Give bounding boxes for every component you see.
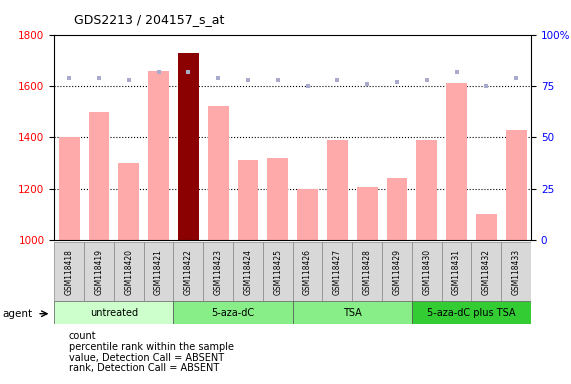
Bar xyxy=(382,242,412,301)
Bar xyxy=(506,129,526,240)
Text: 5-aza-dC: 5-aza-dC xyxy=(211,308,255,318)
Text: GSM118420: GSM118420 xyxy=(124,249,133,295)
Bar xyxy=(233,242,263,301)
Text: GSM118432: GSM118432 xyxy=(482,249,491,295)
Bar xyxy=(352,242,382,301)
Bar xyxy=(174,301,292,324)
Bar xyxy=(238,161,258,240)
Bar xyxy=(54,242,84,301)
Bar xyxy=(292,301,412,324)
Text: GSM118427: GSM118427 xyxy=(333,249,342,295)
Text: rank, Detection Call = ABSENT: rank, Detection Call = ABSENT xyxy=(69,363,219,373)
Bar xyxy=(416,140,437,240)
Text: GSM118421: GSM118421 xyxy=(154,249,163,295)
Bar xyxy=(387,179,407,240)
Bar xyxy=(203,242,233,301)
Bar xyxy=(412,242,441,301)
Bar xyxy=(357,187,377,240)
Bar xyxy=(114,242,144,301)
Bar xyxy=(501,242,531,301)
Text: GSM118431: GSM118431 xyxy=(452,249,461,295)
Text: percentile rank within the sample: percentile rank within the sample xyxy=(69,342,234,352)
Bar xyxy=(292,242,323,301)
Text: 5-aza-dC plus TSA: 5-aza-dC plus TSA xyxy=(427,308,516,318)
Bar xyxy=(441,242,472,301)
Text: agent: agent xyxy=(3,309,33,319)
Bar xyxy=(144,242,174,301)
Bar xyxy=(89,112,110,240)
Text: GSM118429: GSM118429 xyxy=(392,249,401,295)
Bar xyxy=(267,158,288,240)
Bar xyxy=(178,53,199,240)
Text: GSM118430: GSM118430 xyxy=(422,248,431,295)
Bar xyxy=(446,83,467,240)
Bar xyxy=(84,242,114,301)
Bar xyxy=(327,140,348,240)
Text: GSM118423: GSM118423 xyxy=(214,249,223,295)
Text: value, Detection Call = ABSENT: value, Detection Call = ABSENT xyxy=(69,353,224,362)
Text: GSM118425: GSM118425 xyxy=(274,249,282,295)
Text: untreated: untreated xyxy=(90,308,138,318)
Bar xyxy=(412,301,531,324)
Text: TSA: TSA xyxy=(343,308,361,318)
Bar xyxy=(54,301,174,324)
Bar xyxy=(59,137,79,240)
Bar xyxy=(323,242,352,301)
Text: GSM118422: GSM118422 xyxy=(184,249,193,295)
Text: GSM118428: GSM118428 xyxy=(363,249,372,295)
Bar xyxy=(148,71,169,240)
Text: GSM118433: GSM118433 xyxy=(512,248,521,295)
Text: GSM118419: GSM118419 xyxy=(94,249,103,295)
Bar xyxy=(472,242,501,301)
Text: GSM118418: GSM118418 xyxy=(65,249,74,295)
Bar xyxy=(476,214,497,240)
Text: GSM118424: GSM118424 xyxy=(243,249,252,295)
Bar xyxy=(174,242,203,301)
Text: GDS2213 / 204157_s_at: GDS2213 / 204157_s_at xyxy=(74,13,224,26)
Text: GSM118426: GSM118426 xyxy=(303,249,312,295)
Text: count: count xyxy=(69,331,96,341)
Bar xyxy=(208,106,228,240)
Bar xyxy=(118,163,139,240)
Bar xyxy=(263,242,292,301)
Bar xyxy=(297,189,318,240)
